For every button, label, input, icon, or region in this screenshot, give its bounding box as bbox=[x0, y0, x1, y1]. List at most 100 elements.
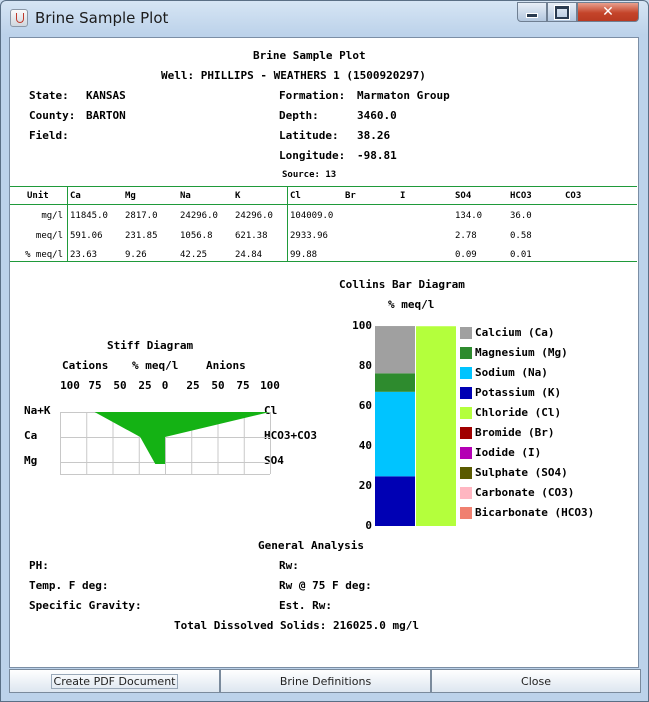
source-label: Source: 13 bbox=[282, 170, 337, 180]
stiff-tick-label: 100 bbox=[260, 379, 280, 392]
stiff-tick-label: 100 bbox=[60, 379, 80, 392]
stiff-tick-label: 50 bbox=[211, 379, 225, 392]
minimize-icon bbox=[526, 12, 538, 18]
stiff-tick-label: 75 bbox=[236, 379, 250, 392]
stiff-plot bbox=[60, 412, 271, 475]
cell-cl: 2933.96 bbox=[290, 231, 328, 241]
close-window-button[interactable]: ✕ bbox=[577, 2, 639, 22]
collins-cation-bar-potassium bbox=[375, 476, 415, 526]
create-pdf-label: Create PDF Document bbox=[50, 673, 179, 689]
cell-cl: 104009.0 bbox=[290, 211, 334, 221]
legend-swatch-iodide bbox=[460, 447, 472, 459]
cell-k: 24296.0 bbox=[235, 211, 273, 221]
stiff-label-nak: Na+K bbox=[24, 404, 51, 417]
stiff-anions-label: Anions bbox=[206, 359, 246, 372]
window-title: Brine Sample Plot bbox=[35, 9, 169, 27]
stiff-cations-label: Cations bbox=[62, 359, 109, 372]
button-bar: Create PDF Document Brine Definitions Cl… bbox=[9, 669, 641, 693]
minimize-button[interactable] bbox=[517, 2, 547, 22]
well-name: Well: PHILLIPS - WEATHERS 1 (1500920297) bbox=[161, 69, 426, 82]
table-bottom-rule bbox=[10, 261, 637, 262]
cell-cl: 99.88 bbox=[290, 250, 318, 260]
maximize-button[interactable] bbox=[547, 2, 577, 22]
stiff-unit-label: % meq/l bbox=[132, 359, 179, 372]
collins-title: Collins Bar Diagram bbox=[339, 278, 465, 291]
cell-k: 621.38 bbox=[235, 231, 268, 241]
close-button[interactable]: Close bbox=[431, 669, 641, 693]
row-unit: meq/l bbox=[35, 231, 63, 241]
field-label: Field: bbox=[29, 129, 69, 142]
legend-label: Sodium (Na) bbox=[475, 366, 548, 379]
collins-y-tick: 100 bbox=[352, 319, 372, 332]
longitude-label: Longitude: bbox=[279, 149, 346, 162]
stiff-tick-label: 0 bbox=[161, 379, 169, 392]
col-header-mg: Mg bbox=[125, 191, 136, 201]
legend-label: Magnesium (Mg) bbox=[475, 346, 568, 359]
total-dissolved-solids: Total Dissolved Solids: 216025.0 mg/l bbox=[174, 619, 420, 632]
close-label: Close bbox=[521, 674, 551, 688]
legend-swatch-calcium bbox=[460, 327, 472, 339]
specific-gravity-label: Specific Gravity: bbox=[29, 599, 142, 612]
title-bar[interactable]: Brine Sample Plot ✕ bbox=[1, 1, 648, 35]
collins-cation-bar-calcium bbox=[375, 326, 415, 374]
depth-label: Depth: bbox=[279, 109, 319, 122]
est-rw-label: Est. Rw: bbox=[279, 599, 332, 612]
cell-hco3: 0.58 bbox=[510, 231, 532, 241]
close-icon: ✕ bbox=[602, 4, 614, 20]
stiff-title: Stiff Diagram bbox=[107, 339, 194, 352]
cell-ca: 591.06 bbox=[70, 231, 103, 241]
legend-label: Bromide (Br) bbox=[475, 426, 555, 439]
java-app-icon bbox=[10, 9, 28, 27]
cell-mg: 9.26 bbox=[125, 250, 147, 260]
legend-label: Carbonate (CO3) bbox=[475, 486, 575, 499]
collins-plot bbox=[375, 326, 456, 526]
col-header-co3: CO3 bbox=[565, 191, 582, 201]
county-label: County: bbox=[29, 109, 76, 122]
collins-y-tick: 80 bbox=[358, 359, 372, 372]
stiff-tick-label: 50 bbox=[113, 379, 127, 392]
cell-hco3: 0.01 bbox=[510, 250, 532, 260]
stiff-tick-label: 25 bbox=[186, 379, 200, 392]
col-header-k: K bbox=[235, 191, 241, 201]
page-title: Brine Sample Plot bbox=[253, 49, 366, 62]
collins-unit-label: % meq/l bbox=[388, 298, 435, 311]
cell-so4: 2.78 bbox=[455, 231, 477, 241]
stiff-shape bbox=[94, 412, 270, 464]
depth-value: 3460.0 bbox=[357, 109, 397, 122]
collins-y-tick: 40 bbox=[358, 439, 372, 452]
legend-swatch-bromide bbox=[460, 427, 472, 439]
col-header-i: I bbox=[400, 191, 406, 201]
brine-definitions-button[interactable]: Brine Definitions bbox=[220, 669, 431, 693]
brine-definitions-label: Brine Definitions bbox=[279, 674, 372, 688]
rw75-label: Rw @ 75 F deg: bbox=[279, 579, 372, 592]
table-header-rule bbox=[10, 204, 637, 205]
county-value: BARTON bbox=[86, 109, 126, 122]
legend-label: Potassium (K) bbox=[475, 386, 562, 399]
legend-label: Sulphate (SO4) bbox=[475, 466, 568, 479]
cell-na: 24296.0 bbox=[180, 211, 218, 221]
latitude-label: Latitude: bbox=[279, 129, 339, 142]
legend-swatch-chloride bbox=[460, 407, 472, 419]
create-pdf-button[interactable]: Create PDF Document bbox=[9, 669, 220, 693]
cell-hco3: 36.0 bbox=[510, 211, 532, 221]
rw-label: Rw: bbox=[279, 559, 299, 572]
cell-na: 1056.8 bbox=[180, 231, 213, 241]
legend-swatch-carbonate bbox=[460, 487, 472, 499]
collins-cation-bar-magnesium bbox=[375, 373, 415, 392]
cell-ca: 23.63 bbox=[70, 250, 98, 260]
ph-label: PH: bbox=[29, 559, 49, 572]
stiff-tick-label: 25 bbox=[138, 379, 152, 392]
formation-value: Marmaton Group bbox=[357, 89, 450, 102]
row-unit: % meq/l bbox=[25, 250, 63, 260]
stiff-label-hco3-co3: HCO3+CO3 bbox=[264, 429, 317, 442]
legend-swatch-potassium bbox=[460, 387, 472, 399]
col-header-cl: Cl bbox=[290, 191, 301, 201]
legend-swatch-bicarbonate bbox=[460, 507, 472, 519]
plot-panel: Brine Sample Plot Well: PHILLIPS - WEATH… bbox=[9, 37, 639, 668]
cell-na: 42.25 bbox=[180, 250, 208, 260]
cell-k: 24.84 bbox=[235, 250, 263, 260]
col-header-hco3: HCO3 bbox=[510, 191, 532, 201]
legend-swatch-sulphate bbox=[460, 467, 472, 479]
legend-swatch-sodium bbox=[460, 367, 472, 379]
